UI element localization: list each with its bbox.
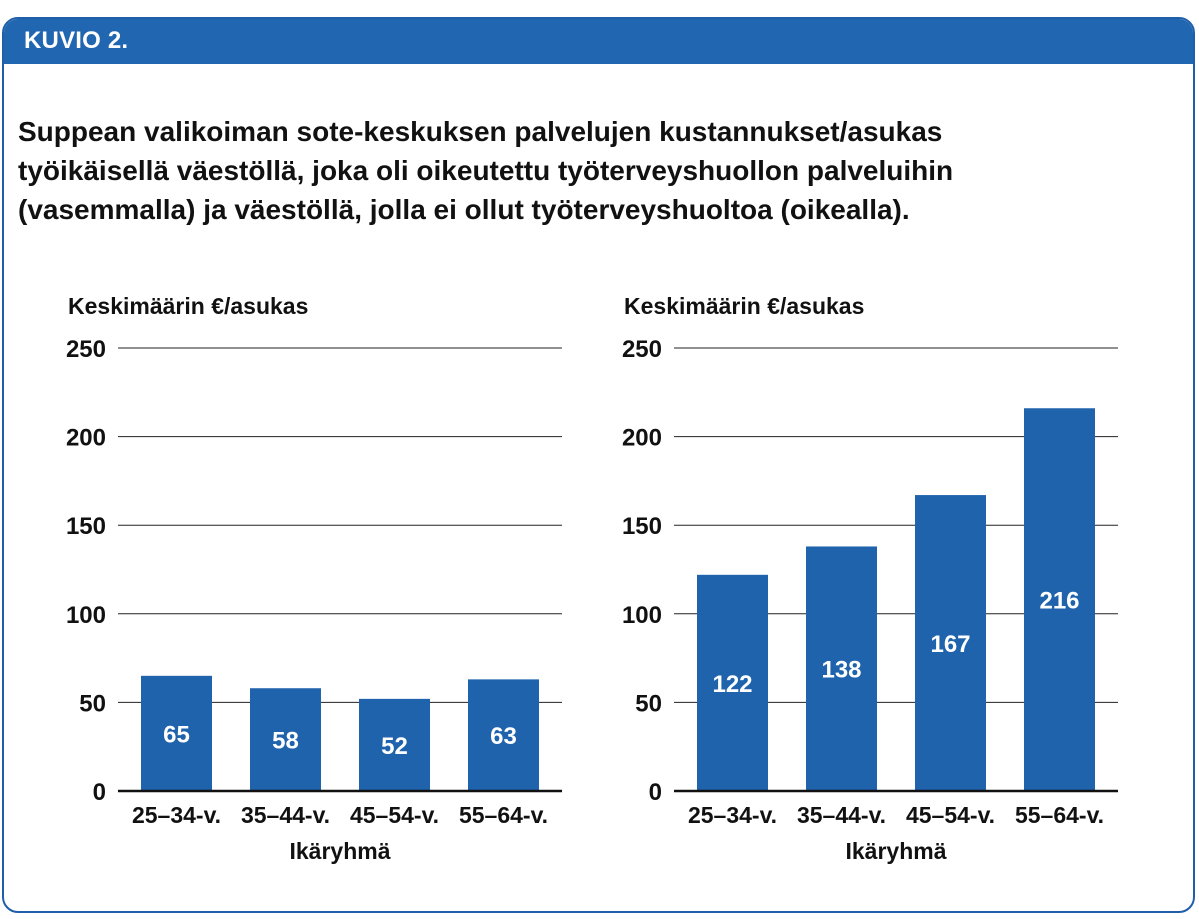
x-tick-label: 45–54-v.: [906, 802, 995, 828]
x-tick-label: 35–44-v.: [241, 802, 330, 828]
y-tick-label: 150: [622, 513, 662, 540]
data-label: 63: [490, 723, 517, 750]
y-tick-label: 50: [635, 690, 662, 717]
data-label: 138: [821, 657, 861, 684]
figure-header-bar: KUVIO 2.: [4, 19, 1193, 64]
bar-chart-svg: Keskimäärin €/asukas 0 50 100 150 200 250 65 25–…: [66, 293, 562, 864]
figure-label: KUVIO 2.: [24, 27, 129, 54]
y-tick-label: 200: [66, 425, 106, 452]
bar: [697, 574, 768, 791]
data-label: 65: [163, 721, 190, 748]
bar: [468, 679, 539, 791]
data-label: 52: [381, 733, 408, 760]
x-tick-label: 25–34-v.: [688, 802, 777, 828]
bar: [915, 495, 986, 791]
bar: [806, 546, 877, 791]
y-tick-label: 50: [79, 690, 106, 717]
title-line: (vasemmalla) ja väestöllä, jolla ei ollu…: [18, 194, 910, 225]
x-tick-label: 55–64-v.: [1015, 802, 1104, 828]
x-tick-label: 55–64-v.: [459, 802, 548, 828]
y-axis-label: Keskimäärin €/asukas: [624, 293, 864, 319]
y-tick-label: 200: [622, 425, 662, 452]
x-axis-label: Ikäryhmä: [845, 838, 946, 864]
bar-chart-svg: Keskimäärin €/asukas 0 50 100 150 200 250 122 25…: [622, 293, 1118, 864]
figure-title: Suppean valikoiman sote-keskuksen palvel…: [18, 112, 1178, 229]
y-tick-label: 0: [93, 779, 106, 806]
bar: [141, 675, 212, 791]
chart-right: Keskimäärin €/asukas 0 50 100 150 200 250 122 25…: [556, 280, 1156, 880]
data-label: 216: [1039, 588, 1079, 615]
x-axis-label: Ikäryhmä: [289, 838, 390, 864]
y-axis-label: Keskimäärin €/asukas: [68, 293, 308, 319]
x-tick-label: 45–54-v.: [350, 802, 439, 828]
bar: [1024, 408, 1095, 791]
y-tick-label: 250: [622, 336, 662, 363]
chart-left: Keskimäärin €/asukas 0 50 100 150 200 250 65 25–…: [0, 280, 600, 880]
data-label: 167: [930, 631, 970, 658]
bar: [250, 688, 321, 791]
y-tick-label: 100: [622, 602, 662, 629]
y-tick-label: 150: [66, 513, 106, 540]
y-tick-label: 0: [649, 779, 662, 806]
y-tick-label: 100: [66, 602, 106, 629]
y-tick-label: 250: [66, 336, 106, 363]
title-line: työikäisellä väestöllä, joka oli oikeute…: [18, 155, 954, 186]
x-tick-label: 25–34-v.: [132, 802, 221, 828]
title-line: Suppean valikoiman sote-keskuksen palvel…: [18, 116, 943, 147]
data-label: 58: [272, 728, 299, 755]
bar: [359, 698, 430, 791]
data-label: 122: [712, 671, 752, 698]
x-tick-label: 35–44-v.: [797, 802, 886, 828]
